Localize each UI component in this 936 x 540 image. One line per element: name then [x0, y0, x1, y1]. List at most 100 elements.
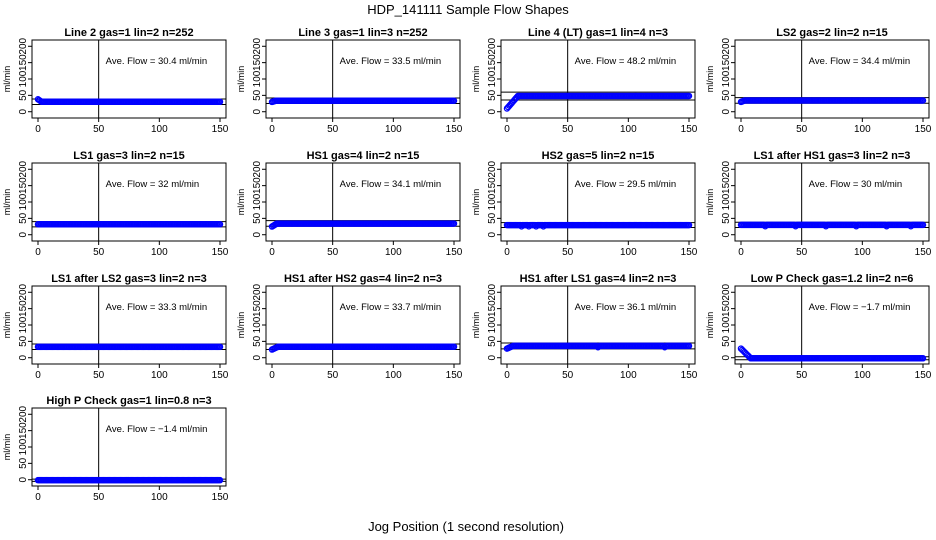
x-tick-label: 0	[35, 370, 41, 381]
y-tick-label: 100	[18, 193, 29, 210]
y-tick-label: 0	[721, 355, 732, 361]
x-tick-label: 0	[269, 370, 275, 381]
x-tick-label: 100	[620, 370, 637, 381]
y-tick-label: 50	[721, 335, 732, 347]
y-tick-label: 150	[721, 54, 732, 71]
x-tick-label: 0	[738, 124, 744, 135]
average-flow-annotation: Ave. Flow = 48.2 ml/min	[575, 56, 676, 67]
y-tick-label: 200	[18, 160, 29, 177]
x-tick-label: 0	[35, 124, 41, 135]
data-points	[34, 343, 224, 351]
data-point	[919, 355, 927, 362]
data-point	[450, 343, 458, 350]
y-axis-label: ml/min	[2, 434, 12, 461]
y-tick-label: 100	[721, 316, 732, 333]
x-tick-label: 100	[151, 124, 168, 135]
plot-frame	[31, 162, 227, 242]
x-tick-label: 50	[93, 370, 105, 381]
x-tick-label: 0	[738, 247, 744, 258]
y-tick-label: 200	[252, 160, 263, 177]
figure-title: HDP_141111 Sample Flow Shapes	[367, 2, 569, 17]
average-flow-annotation: Ave. Flow = 32 ml/min	[106, 179, 200, 190]
x-tick-label: 150	[212, 247, 229, 258]
y-tick-label: 50	[487, 335, 498, 347]
y-tick-label: 100	[487, 70, 498, 87]
y-tick-label: 0	[18, 232, 29, 238]
x-tick-label: 50	[93, 124, 105, 135]
y-axis-label: ml/min	[236, 66, 246, 93]
x-tick-label: 100	[854, 124, 871, 135]
data-point	[450, 97, 458, 105]
y-tick-label: 100	[721, 70, 732, 87]
y-tick-label: 200	[487, 283, 498, 300]
panel: High P Check gas=1 lin=0.8 n=30501001502…	[2, 395, 229, 503]
y-tick-label: 0	[721, 232, 732, 238]
average-flow-annotation: Ave. Flow = 34.4 ml/min	[809, 56, 910, 67]
y-tick-label: 50	[252, 212, 263, 224]
y-axis-label: ml/min	[471, 312, 481, 339]
panels: Line 2 gas=1 lin=2 n=252050100150200ml/m…	[2, 27, 932, 503]
x-tick-label: 100	[151, 492, 168, 503]
data-points	[268, 220, 458, 230]
data-points	[34, 96, 224, 106]
data-points	[268, 97, 458, 106]
data-points	[34, 476, 224, 484]
data-point	[919, 221, 927, 229]
y-tick-label: 50	[252, 89, 263, 101]
y-tick-label: 100	[721, 193, 732, 210]
y-tick-label: 0	[721, 109, 732, 115]
plot-frame	[31, 407, 227, 487]
y-tick-label: 200	[18, 283, 29, 300]
y-tick-label: 150	[18, 54, 29, 71]
panel: Line 2 gas=1 lin=2 n=252050100150200ml/m…	[2, 27, 229, 135]
x-tick-label: 50	[327, 370, 339, 381]
y-tick-label: 200	[18, 37, 29, 54]
x-tick-label: 50	[562, 370, 574, 381]
y-axis-label: ml/min	[705, 312, 715, 339]
panel-title: High P Check gas=1 lin=0.8 n=3	[46, 395, 211, 407]
panel: LS1 after LS2 gas=3 lin=2 n=305010015020…	[2, 273, 229, 381]
y-axis-label: ml/min	[471, 66, 481, 93]
y-tick-label: 50	[721, 212, 732, 224]
y-tick-label: 100	[487, 193, 498, 210]
x-tick-label: 150	[446, 247, 463, 258]
y-tick-label: 150	[487, 300, 498, 317]
y-tick-label: 100	[487, 316, 498, 333]
y-tick-label: 100	[18, 316, 29, 333]
y-tick-label: 150	[18, 177, 29, 194]
x-tick-label: 100	[151, 370, 168, 381]
y-tick-label: 200	[487, 160, 498, 177]
plot-frame	[734, 39, 930, 119]
data-points	[34, 221, 224, 228]
panel-title: HS2 gas=5 lin=2 n=15	[542, 150, 655, 162]
x-tick-label: 150	[915, 370, 932, 381]
y-tick-label: 50	[18, 89, 29, 101]
y-tick-label: 0	[18, 477, 29, 483]
panel-title: LS1 after LS2 gas=3 lin=2 n=3	[51, 273, 207, 285]
x-tick-label: 0	[504, 247, 510, 258]
data-point	[685, 221, 693, 229]
y-axis-label: ml/min	[2, 66, 12, 93]
y-tick-label: 100	[252, 193, 263, 210]
data-point	[216, 343, 224, 351]
x-tick-label: 100	[151, 247, 168, 258]
y-tick-label: 100	[18, 70, 29, 87]
y-axis-label: ml/min	[2, 312, 12, 339]
panel: HS1 after LS1 gas=4 lin=2 n=305010015020…	[471, 273, 698, 381]
panel-title: Line 2 gas=1 lin=2 n=252	[64, 27, 193, 39]
x-tick-label: 0	[504, 124, 510, 135]
panel-title: LS2 gas=2 lin=2 n=15	[776, 27, 888, 39]
data-point	[216, 98, 224, 106]
y-tick-label: 100	[18, 438, 29, 455]
x-tick-label: 0	[738, 370, 744, 381]
x-tick-label: 100	[854, 370, 871, 381]
x-tick-label: 50	[93, 492, 105, 503]
data-point	[216, 221, 224, 228]
x-tick-label: 50	[562, 124, 574, 135]
x-tick-label: 100	[854, 247, 871, 258]
x-tick-label: 150	[681, 370, 698, 381]
y-tick-label: 0	[252, 232, 263, 238]
y-tick-label: 0	[487, 232, 498, 238]
